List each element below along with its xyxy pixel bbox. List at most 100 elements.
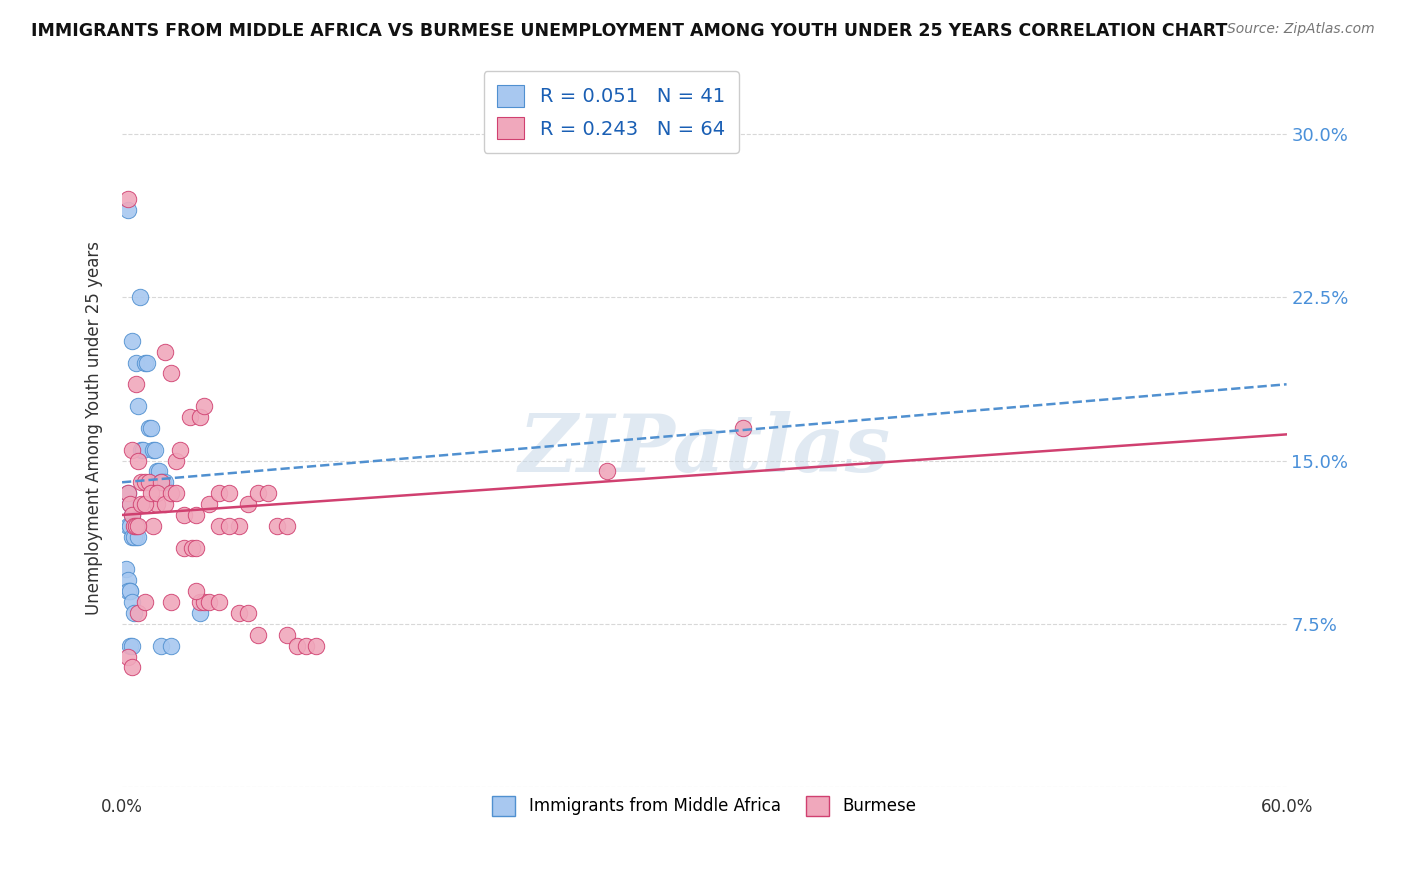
Point [169,442,191,457]
Point [118,639,141,653]
Point [276,628,298,642]
Point [136,355,159,369]
Point [117,486,139,500]
Point [132,442,155,457]
Point [228,519,250,533]
Point [122,519,145,533]
Point [127,519,149,533]
Point [596,464,619,478]
Point [173,541,195,555]
Point [305,639,328,653]
Point [181,541,204,555]
Point [121,595,143,609]
Point [256,486,278,500]
Point [138,475,160,490]
Point [246,486,269,500]
Point [266,519,288,533]
Point [159,367,181,381]
Point [131,497,153,511]
Point [276,519,298,533]
Point [146,497,169,511]
Point [122,530,145,544]
Legend: Immigrants from Middle Africa, Burmese: Immigrants from Middle Africa, Burmese [482,786,927,826]
Point [117,574,139,588]
Point [134,355,156,369]
Point [121,508,143,522]
Point [138,421,160,435]
Point [122,519,145,533]
Point [295,639,318,653]
Point [142,519,165,533]
Point [141,421,163,435]
Point [121,442,143,457]
Point [117,649,139,664]
Point [146,464,169,478]
Point [117,203,139,218]
Point [127,399,149,413]
Point [188,595,211,609]
Point [184,541,207,555]
Point [141,486,163,500]
Point [218,519,240,533]
Point [149,475,172,490]
Point [165,453,187,467]
Point [124,355,146,369]
Point [188,409,211,424]
Point [238,606,260,620]
Point [118,584,141,599]
Point [208,486,231,500]
Text: Source: ZipAtlas.com: Source: ZipAtlas.com [1227,22,1375,37]
Point [124,519,146,533]
Point [184,508,207,522]
Point [184,584,207,599]
Point [143,442,166,457]
Point [153,475,176,490]
Point [153,497,176,511]
Point [142,442,165,457]
Point [218,486,240,500]
Point [159,595,181,609]
Point [159,486,181,500]
Point [121,530,143,544]
Point [188,606,211,620]
Point [193,399,215,413]
Point [131,475,153,490]
Point [208,519,231,533]
Point [121,639,143,653]
Point [121,660,143,674]
Text: IMMIGRANTS FROM MIDDLE AFRICA VS BURMESE UNEMPLOYMENT AMONG YOUTH UNDER 25 YEARS: IMMIGRANTS FROM MIDDLE AFRICA VS BURMESE… [31,22,1227,40]
Y-axis label: Unemployment Among Youth under 25 years: Unemployment Among Youth under 25 years [86,241,103,615]
Point [733,421,755,435]
Point [124,377,146,392]
Point [228,606,250,620]
Point [146,486,169,500]
Point [117,192,139,206]
Point [179,409,201,424]
Point [121,508,143,522]
Point [134,595,156,609]
Point [198,595,221,609]
Point [134,475,156,490]
Point [198,497,221,511]
Point [152,475,174,490]
Point [173,508,195,522]
Point [118,519,141,533]
Point [127,530,149,544]
Text: ZIPatlas: ZIPatlas [519,410,890,488]
Point [127,606,149,620]
Point [134,497,156,511]
Point [131,442,153,457]
Point [117,486,139,500]
Point [117,519,139,533]
Point [148,464,170,478]
Point [115,562,138,576]
Point [165,486,187,500]
Point [208,595,231,609]
Point [118,584,141,599]
Point [128,290,150,304]
Point [118,497,141,511]
Point [149,639,172,653]
Point [149,475,172,490]
Point [159,639,181,653]
Point [246,628,269,642]
